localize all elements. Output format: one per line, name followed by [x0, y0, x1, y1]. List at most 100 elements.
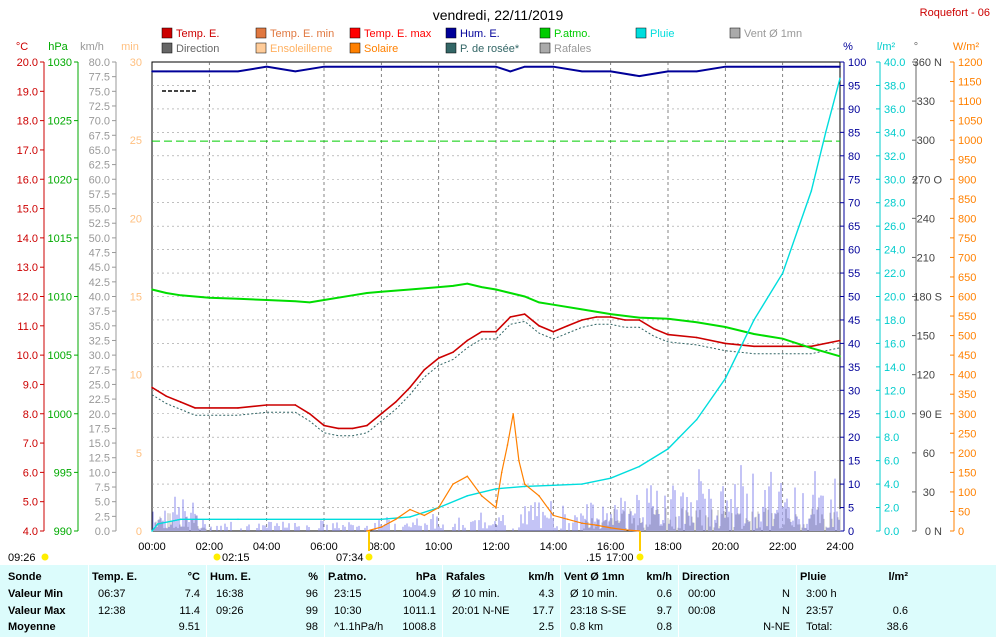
rain-axis-tick: 22.0: [884, 268, 905, 280]
series-point: [506, 444, 509, 446]
moon-icon: [41, 553, 49, 561]
series-point: [466, 339, 469, 342]
row-label-sonde: Sonde: [8, 571, 42, 583]
dir-axis-tick: 240: [917, 213, 935, 225]
series-line-dew-point: [151, 320, 841, 437]
stats-cell-label: 09:26: [216, 605, 244, 617]
wind-axis-tick: 10.0: [89, 467, 110, 479]
temp-axis-tick: 12.0: [17, 292, 38, 304]
series-point: [480, 495, 483, 497]
rain-axis-tick: 10.0: [884, 409, 905, 421]
min-axis-tick: 0: [136, 526, 142, 538]
series-point: [480, 286, 483, 288]
series-point: [638, 319, 641, 321]
series-point: [380, 412, 383, 415]
press-axis-tick: 990: [54, 526, 72, 538]
stats-cell-value: N: [782, 588, 790, 600]
wind-axis-tick: 42.5: [89, 277, 110, 289]
stats-cell-label: 20:01 N-NE: [452, 605, 510, 617]
dir-axis-tick: 30: [923, 487, 935, 499]
rain-axis-tick: 20.0: [884, 292, 905, 304]
press-axis-tick: 1005: [48, 350, 72, 362]
hum-axis-tick: 10: [848, 479, 860, 491]
rain-axis-tick: 8.0: [884, 432, 899, 444]
temp-axis-tick: 5.0: [23, 497, 38, 509]
stats-cell-label: 3:00 h: [806, 588, 837, 600]
series-point: [308, 301, 311, 304]
series-point: [294, 300, 297, 302]
unit-label: °: [914, 41, 918, 53]
stats-group-unit: %: [308, 571, 318, 583]
dir-axis-tick: 210: [917, 252, 935, 264]
row-label-min: Valeur Min: [8, 588, 64, 600]
solar-axis-tick: 250: [958, 428, 976, 440]
series-point: [753, 319, 755, 321]
time-label: 14:00: [540, 541, 568, 553]
wind-axis-tick: 80.0: [89, 57, 110, 69]
stats-cell-value: 38.6: [886, 621, 908, 633]
time-label: 06:00: [310, 541, 338, 553]
hum-axis-tick: 40: [848, 338, 860, 350]
moon-set-icon: [213, 553, 221, 561]
series-point: [724, 65, 727, 68]
series-point: [667, 317, 669, 320]
series-point: [151, 386, 153, 389]
series-point: [179, 518, 182, 521]
series-point: [523, 65, 526, 68]
temp-axis-tick: 17.0: [17, 145, 38, 157]
dir-axis-tick: 120: [917, 370, 935, 382]
press-axis-tick: 1020: [48, 174, 72, 186]
series-line-temp-e-: [151, 313, 841, 430]
press-axis-tick: 1015: [48, 233, 72, 245]
stats-cell-label: 12:38: [98, 605, 126, 617]
series-point: [165, 70, 168, 73]
series-point: [638, 75, 641, 77]
hum-axis-tick: 5: [848, 503, 854, 515]
time-label: 24:00: [826, 541, 854, 553]
solar-axis-tick: 900: [958, 174, 976, 186]
series-point: [695, 418, 698, 421]
series-point: [581, 319, 583, 321]
series-point: [237, 518, 239, 521]
hum-axis-tick: 30: [848, 385, 860, 397]
solar-axis-tick: 700: [958, 252, 976, 264]
stats-cell-label: 0.8 km: [570, 621, 604, 633]
row-label-avg: Moyenne: [8, 621, 56, 633]
hum-axis-tick: 90: [848, 104, 860, 116]
legend-swatch: [255, 42, 267, 54]
stats-group-title: Hum. E.: [210, 571, 251, 583]
solar-axis-tick: 450: [958, 350, 976, 362]
stats-group-title: Temp. E.: [92, 571, 138, 583]
series-point: [437, 506, 440, 509]
stats-cell-label: ^1.1hPa/h: [334, 621, 384, 633]
series-point: [624, 319, 626, 321]
solar-axis-tick: 800: [958, 213, 976, 225]
sunrise-time: 07:34: [336, 552, 364, 564]
row-label-max: Valeur Max: [8, 605, 66, 617]
wind-axis-tick: 15.0: [89, 438, 110, 450]
wind-axis-tick: 35.0: [89, 321, 110, 333]
series-point: [781, 337, 784, 340]
series-point: [294, 70, 297, 73]
series-point: [380, 65, 383, 68]
temp-axis-tick: 18.0: [17, 116, 38, 128]
unit-label: km/h: [80, 41, 104, 53]
time-label: 12:00: [482, 541, 510, 553]
series-point: [695, 70, 698, 73]
series-point: [265, 404, 268, 406]
station-name: Roquefort - 06: [920, 7, 990, 19]
temp-axis-tick: 16.0: [17, 174, 38, 186]
press-axis-tick: 1000: [48, 409, 72, 421]
stats-cell-value: N-NE: [763, 621, 790, 633]
series-point: [265, 299, 268, 301]
series-point: [609, 527, 612, 529]
stats-group-unit: °C: [187, 571, 200, 583]
hum-axis-tick: 45: [848, 315, 860, 327]
series-point: [581, 70, 583, 73]
stats-cell-label: 16:38: [216, 588, 244, 600]
solar-axis-tick: 150: [958, 467, 976, 479]
series-point: [552, 65, 555, 68]
wind-axis-tick: 70.0: [89, 116, 110, 128]
wind-axis-tick: 67.5: [89, 130, 110, 142]
time-label: 00:00: [138, 541, 166, 553]
